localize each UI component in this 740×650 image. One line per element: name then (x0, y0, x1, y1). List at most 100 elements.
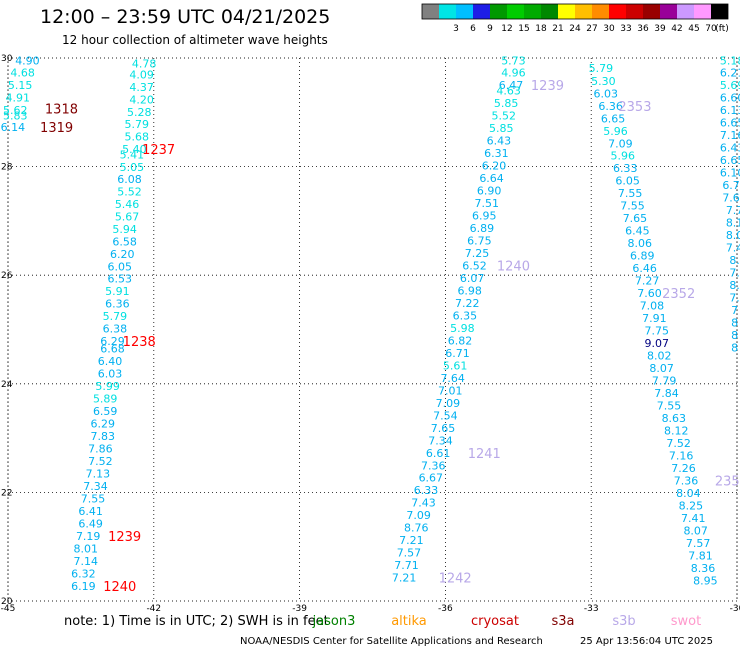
wave-height-value: 7.09 (608, 137, 633, 150)
wave-height-value: 8 (731, 341, 738, 354)
wave-height-value: 6.61 (426, 447, 451, 460)
wave-height-value: 7.36 (674, 474, 699, 487)
wave-height-value: 5.85 (494, 97, 519, 110)
wave-height-value: 6.36 (598, 100, 623, 113)
wave-height-value: 7.55 (620, 200, 645, 213)
wave-height-value: 6.33 (613, 162, 638, 175)
wave-height-value: 6.71 (445, 347, 470, 360)
wave-height-value: 6.14 (1, 121, 26, 134)
satellite-track: 4.904.685.154.915.625.836.14 (1, 55, 40, 134)
wave-height-value: 6.38 (103, 322, 128, 335)
wave-height-value: 7.55 (657, 400, 682, 413)
satellite-track: 4.784.094.374.205.285.795.685.405.415.05… (71, 57, 156, 592)
wave-height-value: 6.03 (594, 87, 619, 100)
pass-time-label: 2352 (662, 287, 695, 302)
wave-height-value: 6.41 (78, 505, 103, 518)
wave-height-value: 8. (729, 279, 740, 292)
wave-height-value: 5.41 (120, 149, 145, 162)
wave-height-value: 5.30 (591, 75, 616, 88)
colorbar-tick-label: 27 (586, 24, 597, 34)
wave-height-value: 5.62 (3, 104, 28, 117)
wave-height-value: 5.46 (115, 198, 140, 211)
colorbar-swatch (592, 4, 609, 19)
wave-height-value: 5.52 (117, 186, 142, 199)
wave-height-value: 5.40 (122, 143, 147, 156)
colorbar-swatch (575, 4, 592, 19)
satellite-track: 5.186.215.696.606.136.657.166.436.656.10… (720, 55, 740, 355)
wave-height-value: 8.02 (647, 350, 672, 363)
wave-height-value: 8.0 (726, 229, 740, 242)
pass-time-label: 1318 (45, 102, 78, 117)
wave-height-value: 6.65 (720, 117, 740, 130)
wave-height-value: 5.94 (112, 223, 137, 236)
wave-height-value: 8. (729, 254, 740, 267)
wave-height-value: 4.90 (15, 55, 40, 68)
wave-height-value: 6.58 (112, 236, 137, 249)
wave-height-value: 6.32 (71, 567, 96, 580)
wave-height-value: 7. (729, 291, 740, 304)
wave-height-value: 6.65 (601, 112, 626, 125)
wave-height-value: 8.36 (691, 562, 716, 575)
wave-height-value: 5.99 (95, 380, 120, 393)
wave-height-value: 7.64 (440, 372, 465, 385)
wave-height-value: 8.07 (683, 524, 708, 537)
wave-height-value: 5.15 (8, 79, 33, 92)
colorbar-swatch (541, 4, 558, 19)
x-tick-label: -39 (292, 604, 307, 614)
wave-height-value: 8 (731, 316, 738, 329)
colorbar-tick-label: 15 (518, 24, 529, 34)
y-tick-label: 26 (1, 271, 13, 281)
wave-height-value: 7.52 (666, 437, 691, 450)
wave-height-value: 6.68 (100, 343, 125, 356)
y-tick-label: 20 (1, 597, 13, 607)
wave-height-value: 4.68 (10, 67, 35, 80)
wave-height-value: 7.65 (623, 212, 648, 225)
colorbar-tick-label: 18 (535, 24, 547, 34)
wave-height-value: 6.05 (108, 261, 133, 274)
wave-height-value: 6.64 (479, 172, 504, 185)
pass-time-label: 1241 (468, 447, 501, 462)
colorbar-tick-label: 9 (487, 24, 493, 34)
wave-height-value: 8 (731, 329, 738, 342)
pass-time-label: 1240 (497, 259, 530, 274)
wave-height-value: 8.63 (662, 412, 687, 425)
colorbar-swatch (711, 4, 728, 19)
wave-height-value: 6.82 (448, 334, 473, 347)
colorbar-tick-label: 21 (552, 24, 563, 34)
wave-height-value: 7.22 (455, 297, 480, 310)
wave-height-value: 6.98 (457, 284, 482, 297)
wave-height-value: 5.96 (611, 150, 636, 163)
wave-height-value: 6.20 (110, 248, 135, 261)
wave-height-value: 5.61 (443, 359, 468, 372)
wave-height-value: 5.18 (720, 55, 740, 68)
colorbar-swatch (456, 4, 473, 19)
x-tick-label: -30 (730, 604, 740, 614)
wave-height-value: 6.46 (632, 262, 657, 275)
colorbar-swatch (558, 4, 575, 19)
wave-height-value: 5.79 (589, 62, 614, 75)
wave-height-value: 6.21 (720, 67, 740, 80)
wave-height-value: 7.79 (652, 375, 677, 388)
wave-height-value: 6.29 (91, 417, 116, 430)
satellite-track: 5.734.966.474.635.855.525.856.436.316.20… (392, 55, 526, 585)
wave-height-value: 8.25 (679, 499, 704, 512)
wave-height-value: 8.07 (649, 362, 674, 375)
y-tick-label: 24 (1, 380, 13, 390)
wave-height-value: 6.45 (625, 225, 650, 238)
colorbar-tick-label: 33 (620, 24, 631, 34)
wave-height-value: 7.34 (428, 434, 453, 447)
wave-height-value: 6.67 (419, 472, 444, 485)
wave-height-value: 5.83 (3, 110, 28, 123)
x-tick-label: -36 (438, 604, 453, 614)
wave-height-value: 7.25 (465, 247, 490, 260)
wave-height-value: 7.54 (433, 409, 458, 422)
wave-height-value: 5.52 (491, 110, 516, 123)
colorbar-tick-label: 70 (705, 24, 717, 34)
wave-height-value: 7.13 (86, 467, 111, 480)
colorbar-tick-label: 6 (470, 24, 476, 34)
wave-height-value: 6.47 (499, 79, 524, 92)
wave-height-value: 6.43 (720, 142, 740, 155)
wave-height-value: 7.64 (722, 192, 740, 205)
y-tick-label: 28 (1, 163, 13, 173)
wave-height-value: 6.53 (108, 272, 133, 285)
